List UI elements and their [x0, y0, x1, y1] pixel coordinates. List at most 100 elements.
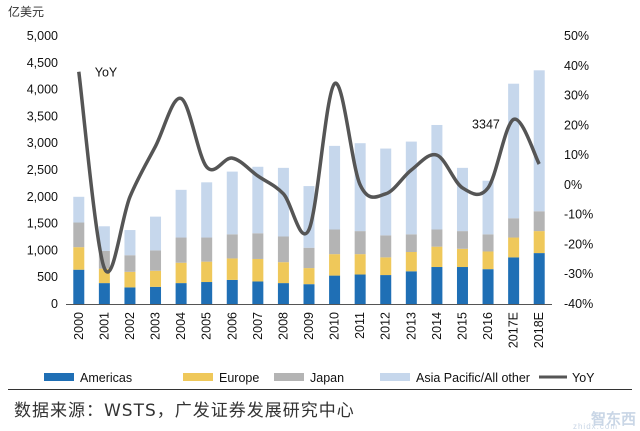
bar-americas-2000 — [73, 269, 85, 304]
bar-americas-2009 — [303, 284, 315, 304]
annotation-3347: 3347 — [472, 118, 500, 132]
annotation-yoy: YoY — [95, 66, 118, 80]
y-tick-label: 1,500 — [27, 217, 58, 231]
bar-americas-2018E — [533, 253, 545, 304]
bar-asia-pacific-all-other-2013 — [405, 141, 417, 235]
y2-tick-label: 30% — [564, 89, 589, 103]
y-axis-unit: 亿美元 — [8, 4, 44, 19]
legend-label-americas: Americas — [80, 371, 132, 385]
y-tick-label: 4,500 — [27, 56, 58, 70]
y-tick-label: 1,000 — [27, 243, 58, 257]
y2-tick-label: 10% — [564, 148, 589, 162]
y-tick-label: 5,000 — [27, 29, 58, 43]
y-tick-label: 2,500 — [27, 163, 58, 177]
bar-asia-pacific-all-other-2008 — [277, 167, 289, 237]
bar-asia-pacific-all-other-2014 — [431, 124, 443, 230]
bar-asia-pacific-all-other-2005 — [201, 182, 213, 238]
legend-swatch-americas — [44, 373, 74, 381]
bar-europe-2007 — [252, 258, 264, 282]
bar-americas-2001 — [98, 283, 110, 304]
bar-europe-2010 — [329, 254, 341, 276]
bar-asia-pacific-all-other-2015 — [456, 167, 468, 232]
bar-asia-pacific-all-other-2004 — [175, 189, 187, 238]
bar-americas-2013 — [405, 271, 417, 304]
yoy-line — [77, 71, 541, 274]
bar-europe-2006 — [226, 258, 238, 280]
source-note: 数据来源：WSTS，广发证券发展研究中心 — [14, 401, 355, 421]
bar-europe-2003 — [150, 270, 162, 287]
legend-swatch-europe — [183, 373, 213, 381]
bar-japan-2014 — [431, 229, 443, 247]
bar-asia-pacific-all-other-2012 — [380, 148, 392, 236]
bar-europe-2015 — [456, 248, 468, 268]
x-tick-label-2014: 2014 — [430, 312, 444, 340]
bar-asia-pacific-all-other-2007 — [252, 166, 264, 234]
bar-asia-pacific-all-other-2018E — [533, 70, 545, 212]
bar-americas-2017E — [508, 257, 520, 304]
bar-americas-2007 — [252, 281, 264, 304]
x-tick-label-2016: 2016 — [481, 312, 495, 340]
bar-europe-2009 — [303, 268, 315, 285]
x-tick-label-2011: 2011 — [353, 312, 367, 339]
legend-label-europe: Europe — [219, 371, 259, 385]
bar-asia-pacific-all-other-2017E — [508, 83, 520, 219]
x-tick-label-2003: 2003 — [149, 312, 163, 340]
bar-europe-2018E — [533, 231, 545, 254]
bar-europe-2014 — [431, 246, 443, 268]
y2-tick-label: -40% — [564, 297, 593, 311]
bar-asia-pacific-all-other-2002 — [124, 230, 136, 256]
bar-europe-2004 — [175, 262, 187, 284]
bar-americas-2014 — [431, 267, 443, 304]
bar-japan-2009 — [303, 247, 315, 269]
y-tick-label: 3,000 — [27, 136, 58, 150]
x-tick-label-2006: 2006 — [225, 312, 239, 340]
bar-japan-2015 — [456, 231, 468, 249]
bar-japan-2016 — [482, 234, 494, 252]
x-tick-label-2000: 2000 — [72, 312, 86, 340]
x-tick-label-2004: 2004 — [174, 312, 188, 340]
y2-tick-label: -30% — [564, 267, 593, 281]
bar-americas-2016 — [482, 269, 494, 304]
bar-japan-2005 — [201, 237, 213, 262]
x-tick-label-2012: 2012 — [379, 312, 393, 340]
x-tick-label-2001: 2001 — [97, 312, 111, 340]
bar-europe-2005 — [201, 261, 213, 283]
bar-europe-2016 — [482, 251, 494, 270]
bar-asia-pacific-all-other-2010 — [329, 145, 341, 230]
y-tick-label: 2,000 — [27, 190, 58, 204]
bar-japan-2010 — [329, 229, 341, 255]
bar-japan-2001 — [98, 250, 110, 269]
bar-asia-pacific-all-other-2009 — [303, 186, 315, 248]
bar-europe-2000 — [73, 247, 85, 270]
bar-japan-2003 — [150, 250, 162, 271]
y2-tick-label: 20% — [564, 118, 589, 132]
bar-japan-2013 — [405, 234, 417, 253]
bar-asia-pacific-all-other-2006 — [226, 171, 238, 235]
bar-europe-2011 — [354, 254, 366, 275]
x-tick-label-2005: 2005 — [200, 312, 214, 340]
x-tick-label-2009: 2009 — [302, 312, 316, 340]
bar-europe-2002 — [124, 271, 136, 288]
bar-europe-2013 — [405, 252, 417, 272]
bar-americas-2008 — [277, 283, 289, 304]
bar-europe-2012 — [380, 257, 392, 276]
legend-swatch-asia-pacific-all-other — [380, 373, 410, 381]
x-tick-label-2015: 2015 — [455, 312, 469, 340]
watermark-url: zhidx.com — [572, 422, 618, 431]
bar-japan-2012 — [380, 235, 392, 258]
bar-japan-2018E — [533, 211, 545, 232]
bar-americas-2012 — [380, 275, 392, 304]
x-tick-label-2013: 2013 — [404, 312, 418, 340]
y2-tick-label: 40% — [564, 59, 589, 73]
y2-tick-label: -20% — [564, 237, 593, 251]
bar-europe-2001 — [98, 268, 110, 284]
bar-americas-2010 — [329, 275, 341, 304]
y-tick-label: 4,000 — [27, 83, 58, 97]
bar-europe-2008 — [277, 262, 289, 284]
legend-label-yoy: YoY — [572, 371, 595, 385]
x-tick-label-2010: 2010 — [328, 312, 342, 340]
y-tick-label: 3,500 — [27, 109, 58, 123]
y2-tick-label: 0% — [564, 178, 582, 192]
y2-tick-label: -10% — [564, 208, 593, 222]
